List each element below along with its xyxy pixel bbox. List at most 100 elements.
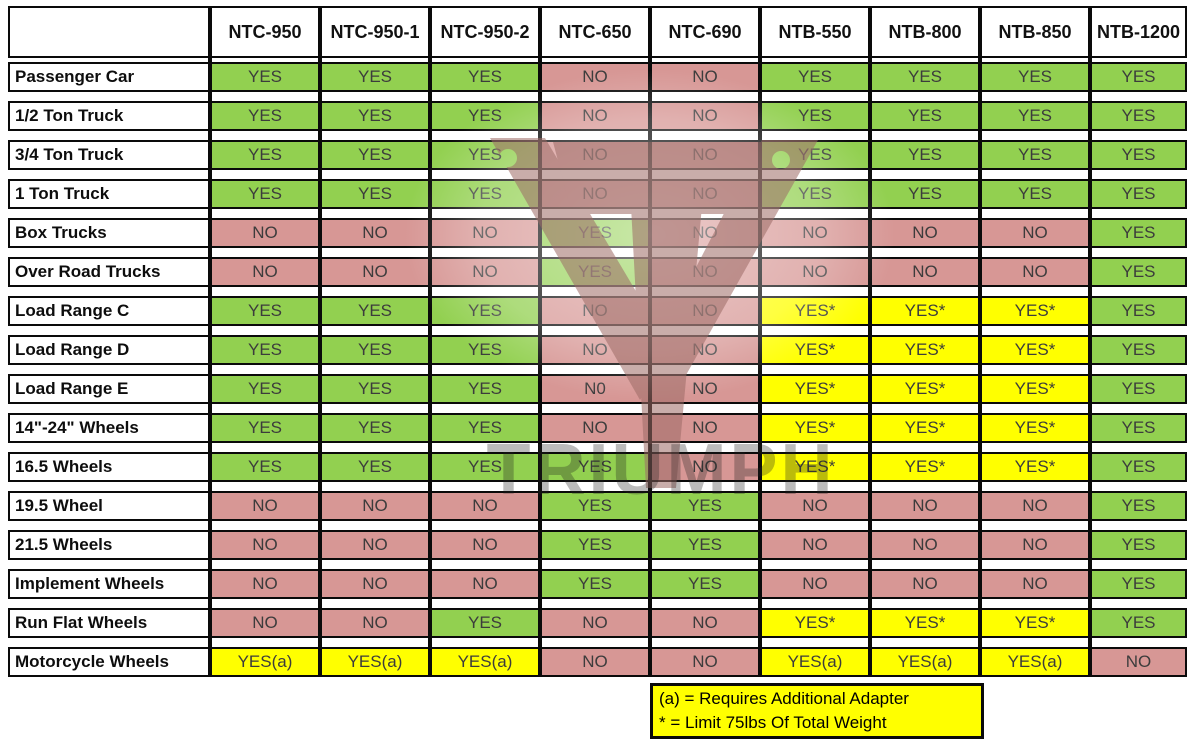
table-cell: YES bbox=[210, 452, 320, 482]
table-cell: NO bbox=[650, 62, 760, 92]
table-cell: NO bbox=[430, 569, 540, 599]
table-cell: NO bbox=[540, 647, 650, 677]
table-cell: NO bbox=[870, 491, 980, 521]
table-cell: NO bbox=[650, 335, 760, 365]
table-cell: YES bbox=[320, 374, 430, 404]
table-cell: YES* bbox=[870, 374, 980, 404]
header-row: NTC-950 NTC-950-1 NTC-950-2 NTC-650 NTC-690 N… bbox=[8, 6, 1187, 58]
table-cell: YES* bbox=[980, 413, 1090, 443]
table-cell: NO bbox=[650, 179, 760, 209]
table-cell: N0 bbox=[540, 374, 650, 404]
table-cell: YES bbox=[430, 62, 540, 92]
table-cell: YES bbox=[1090, 62, 1187, 92]
table-cell: NO bbox=[540, 179, 650, 209]
table-cell: YES* bbox=[870, 335, 980, 365]
table-row: Load Range C YES YES YES NO NO YES* YES* YES* YES bbox=[8, 296, 1187, 326]
table-row: 21.5 Wheels NO NO NO YES YES NO NO NO YES bbox=[8, 530, 1187, 560]
table-row: 16.5 Wheels YES YES YES YES NO YES* YES* YES* YES bbox=[8, 452, 1187, 482]
table-cell: NO bbox=[980, 257, 1090, 287]
row-label: Run Flat Wheels bbox=[8, 608, 210, 638]
table-cell: NO bbox=[430, 257, 540, 287]
table-cell: NO bbox=[650, 647, 760, 677]
table-cell: NO bbox=[760, 530, 870, 560]
table-cell: NO bbox=[540, 296, 650, 326]
row-label: 1 Ton Truck bbox=[8, 179, 210, 209]
table-row: Run Flat Wheels NO NO YES NO NO YES* YES* YES* YE… bbox=[8, 608, 1187, 638]
table-cell: YES bbox=[320, 296, 430, 326]
table-cell: YES* bbox=[870, 296, 980, 326]
table-cell: NO bbox=[760, 218, 870, 248]
table-cell: NO bbox=[870, 257, 980, 287]
table-cell: YES bbox=[430, 413, 540, 443]
table-cell: NO bbox=[650, 374, 760, 404]
table-cell: NO bbox=[320, 491, 430, 521]
legend-line-adapter: (a) = Requires Additional Adapter bbox=[659, 689, 909, 708]
table-cell: NO bbox=[870, 218, 980, 248]
column-header-ntc-950-1: NTC-950-1 bbox=[320, 6, 430, 58]
table-cell: NO bbox=[1090, 647, 1187, 677]
table-cell: NO bbox=[210, 218, 320, 248]
table-cell: YES bbox=[870, 179, 980, 209]
table-cell: YES bbox=[760, 140, 870, 170]
column-header-ntc-950: NTC-950 bbox=[210, 6, 320, 58]
table-cell: YES* bbox=[760, 374, 870, 404]
table-cell: NO bbox=[540, 608, 650, 638]
table-cell: YES bbox=[1090, 491, 1187, 521]
table-cell: NO bbox=[430, 218, 540, 248]
row-label: Implement Wheels bbox=[8, 569, 210, 599]
table-cell: NO bbox=[650, 101, 760, 131]
table-row: 1 Ton Truck YES YES YES NO NO YES YES YES YES bbox=[8, 179, 1187, 209]
table-cell: YES bbox=[320, 179, 430, 209]
table-cell: YES* bbox=[760, 335, 870, 365]
table-cell: YES bbox=[980, 101, 1090, 131]
table-cell: YES(a) bbox=[210, 647, 320, 677]
column-header-ntc-950-2: NTC-950-2 bbox=[430, 6, 540, 58]
table-row: Motorcycle Wheels YES(a) YES(a) YES(a) NO NO Y… bbox=[8, 647, 1187, 677]
table-cell: NO bbox=[430, 530, 540, 560]
table-cell: NO bbox=[650, 218, 760, 248]
table-cell: YES bbox=[650, 491, 760, 521]
table-cell: YES(a) bbox=[980, 647, 1090, 677]
table-cell: YES* bbox=[870, 452, 980, 482]
table-cell: YES bbox=[1090, 179, 1187, 209]
table-cell: NO bbox=[320, 257, 430, 287]
table-cell: YES bbox=[760, 101, 870, 131]
table-cell: YES bbox=[870, 101, 980, 131]
row-label: Box Trucks bbox=[8, 218, 210, 248]
table-cell: NO bbox=[320, 608, 430, 638]
table-cell: YES bbox=[430, 335, 540, 365]
table-row: Passenger Car YES YES YES NO NO YES YES YES YES bbox=[8, 62, 1187, 92]
table-cell: NO bbox=[650, 257, 760, 287]
table-cell: YES bbox=[320, 140, 430, 170]
column-header-ntc-690: NTC-690 bbox=[650, 6, 760, 58]
table-cell: YES(a) bbox=[320, 647, 430, 677]
table-cell: NO bbox=[540, 335, 650, 365]
table-cell: YES bbox=[540, 569, 650, 599]
row-label: Motorcycle Wheels bbox=[8, 647, 210, 677]
table-cell: NO bbox=[650, 296, 760, 326]
table-cell: YES bbox=[320, 101, 430, 131]
table-cell: NO bbox=[320, 530, 430, 560]
table-cell: YES* bbox=[980, 608, 1090, 638]
table-cell: NO bbox=[210, 608, 320, 638]
table-cell: NO bbox=[760, 257, 870, 287]
row-label: Load Range E bbox=[8, 374, 210, 404]
table-cell: YES bbox=[540, 218, 650, 248]
table-cell: YES bbox=[870, 140, 980, 170]
table-cell: YES bbox=[430, 101, 540, 131]
column-header-ntc-650: NTC-650 bbox=[540, 6, 650, 58]
table-cell: YES bbox=[210, 296, 320, 326]
table-cell: YES* bbox=[760, 413, 870, 443]
table-cell: YES bbox=[980, 62, 1090, 92]
table-row: 14"-24" Wheels YES YES YES NO NO YES* YES* YES* Y… bbox=[8, 413, 1187, 443]
table-cell: YES bbox=[320, 62, 430, 92]
table-cell: NO bbox=[320, 218, 430, 248]
row-label: Over Road Trucks bbox=[8, 257, 210, 287]
table-row: Over Road Trucks NO NO NO YES NO NO NO NO YES bbox=[8, 257, 1187, 287]
table-cell: YES bbox=[1090, 218, 1187, 248]
table-cell: NO bbox=[210, 569, 320, 599]
table-cell: YES bbox=[1090, 101, 1187, 131]
column-header-ntb-1200: NTB-1200 bbox=[1090, 6, 1187, 58]
table-row: 19.5 Wheel NO NO NO YES YES NO NO NO YES bbox=[8, 491, 1187, 521]
row-label: 21.5 Wheels bbox=[8, 530, 210, 560]
